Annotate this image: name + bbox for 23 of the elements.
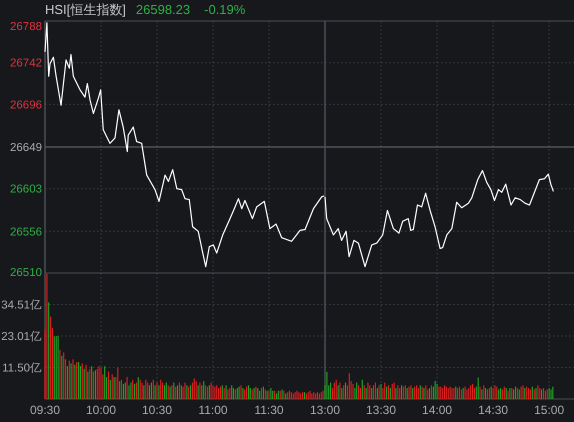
x-tick-label: 09:30 [30,403,60,417]
chart-title: HSI[恒生指数] [45,2,126,17]
y-tick-label: 34.51亿 [1,298,42,312]
x-tick-label: 10:00 [86,403,116,417]
text: 26598.23 [136,2,190,17]
x-tick-label: 13:00 [310,403,340,417]
y-tick-label: 11.50亿 [2,362,42,374]
x-tick-label: 13:30 [366,403,396,417]
x-tick-label: 14:30 [478,403,508,417]
y-tick-label: 26510 [10,267,42,279]
y-tick-label: 26649 [10,142,42,154]
x-tick-label: 11:00 [198,403,228,417]
x-tick-label: 14:00 [422,403,452,417]
y-tick-label: 26603 [10,184,42,196]
y-tick-label: 23.01亿 [1,330,42,343]
text: -0.19% [204,2,246,17]
y-tick-label: 26556 [10,226,42,238]
x-tick-label: 15:00 [534,403,564,417]
y-tick-label: 26788 [10,21,42,33]
x-tick-label: 10:30 [142,403,172,417]
y-tick-label: 26696 [10,99,42,112]
x-tick-label: 11:30 [254,403,284,417]
y-tick-label: 26742 [10,58,42,70]
